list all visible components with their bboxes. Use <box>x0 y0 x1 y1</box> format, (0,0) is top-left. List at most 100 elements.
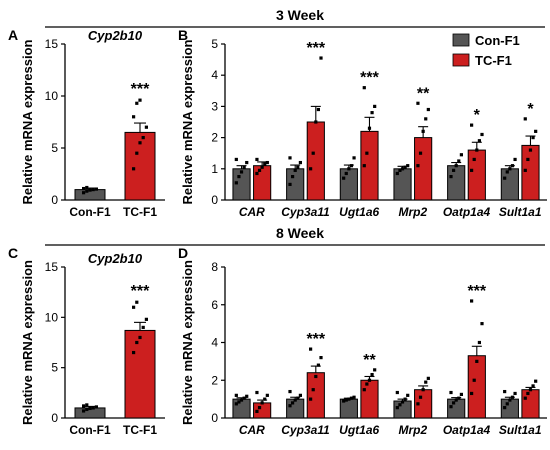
point-oatp1a4-con-f1-1 <box>451 401 456 405</box>
point-sult1a1-tc-f1-2 <box>528 148 533 152</box>
point-cyp3a11-con-f1-1 <box>290 175 295 179</box>
x-tick-label-oatp1a4: Oatp1a4 <box>443 205 491 219</box>
y-tick-label-0: 0 <box>51 411 58 425</box>
point-cyp3a11-tc-f1-3 <box>316 107 321 112</box>
significance-ugt1a6: ** <box>363 352 376 369</box>
point-car-con-f1-1 <box>237 400 241 404</box>
x-tick-label-tc-f1: TC-F1 <box>123 205 157 219</box>
point-ugt1a6-tc-f1-2 <box>367 126 372 130</box>
point-car-con-f1-0 <box>234 402 238 406</box>
y-tick-label-6: 6 <box>211 298 218 312</box>
y-tick-label-10: 10 <box>45 310 59 324</box>
point-sult1a1-tc-f1-1 <box>526 157 530 162</box>
y-tick-label-4: 4 <box>211 336 218 350</box>
point-mrp2-tc-f1-3 <box>424 380 428 384</box>
x-tick-label-cyp3a11: Cyp3a11 <box>281 205 330 219</box>
y-tick-label-3: 3 <box>211 99 218 113</box>
point-oatp1a4-con-f1-3 <box>457 396 461 400</box>
point-ugt1a6-con-f1-3 <box>349 396 354 400</box>
point-ugt1a6-tc-f1-5 <box>362 86 366 90</box>
point-mrp2-tc-f1-4 <box>426 376 430 380</box>
point-con-f1-3 <box>91 188 95 192</box>
point-car-tc-f1-5 <box>255 157 259 162</box>
point-sult1a1-con-f1-3 <box>510 395 515 399</box>
point-cyp3a11-con-f1-0 <box>288 404 292 408</box>
point-mrp2-con-f1-4 <box>406 393 410 397</box>
point-car-tc-f1-3 <box>263 397 267 401</box>
panel-c-chart: 0 5 10 15 Relative mRNA expression Cyp2b10 Con… <box>20 251 165 437</box>
point-ugt1a6-con-f1-2 <box>347 397 351 401</box>
bar-ugt1a6-tc-f1 <box>360 379 379 419</box>
point-car-con-f1-2 <box>239 170 244 174</box>
x-tick-label-mrp2: Mrp2 <box>398 423 427 437</box>
point-sult1a1-tc-f1-4 <box>534 379 538 383</box>
point-mrp2-tc-f1-0 <box>416 164 420 168</box>
point-car-tc-f1-2 <box>260 401 264 405</box>
point-car-tc-f1-5 <box>255 390 259 395</box>
point-tc-f1-6 <box>135 101 139 105</box>
point-sult1a1-con-f1-0 <box>503 406 507 410</box>
point-sult1a1-con-f1-5 <box>503 389 507 394</box>
point-sult1a1-con-f1-1 <box>505 170 509 174</box>
point-car-tc-f1-2 <box>260 165 264 169</box>
header-3-week: 3 Week <box>276 7 324 23</box>
panel-label-a: A <box>8 27 18 43</box>
x-tick-label-car: CAR <box>239 205 265 219</box>
point-cyp3a11-tc-f1-4 <box>319 56 323 60</box>
y-tick-label-2: 2 <box>211 131 218 145</box>
x-tick-label-con-f1: Con-F1 <box>69 205 111 219</box>
point-cyp3a11-tc-f1-3 <box>316 363 321 367</box>
point-ugt1a6-con-f1-1 <box>344 171 348 176</box>
point-car-tc-f1-1 <box>257 168 262 172</box>
point-ugt1a6-tc-f1-1 <box>365 151 369 155</box>
point-oatp1a4-con-f1-2 <box>454 398 458 402</box>
point-ugt1a6-tc-f1-4 <box>373 368 377 372</box>
significance-sult1a1: * <box>527 101 534 118</box>
point-mrp2-tc-f1-3 <box>424 117 428 121</box>
point-ugt1a6-tc-f1-2 <box>367 378 372 382</box>
bar-sult1a1-con-f1 <box>500 168 519 201</box>
bar-tc-f1 <box>124 329 156 419</box>
point-tc-f1-5 <box>132 305 136 309</box>
point-car-con-f1-5 <box>234 393 238 397</box>
point-sult1a1-con-f1-2 <box>508 167 512 171</box>
point-ugt1a6-tc-f1-0 <box>362 164 366 168</box>
point-cyp3a11-tc-f1-1 <box>311 388 315 392</box>
y-tick-label-0: 0 <box>211 193 218 207</box>
point-oatp1a4-tc-f1-3 <box>477 340 482 345</box>
point-ugt1a6-con-f1-4 <box>352 156 356 160</box>
point-con-f1-5 <box>82 404 86 408</box>
x-tick-label-car: CAR <box>239 423 265 437</box>
point-ugt1a6-con-f1-3 <box>349 164 354 168</box>
point-sult1a1-tc-f1-3 <box>531 136 535 140</box>
point-mrp2-tc-f1-2 <box>421 388 425 392</box>
point-sult1a1-con-f1-3 <box>510 164 515 168</box>
header-8-week: 8 Week <box>276 225 324 241</box>
bar-oatp1a4-tc-f1 <box>467 149 486 201</box>
point-mrp2-con-f1-1 <box>398 403 402 407</box>
y-axis-label: Relative mRNA expression <box>180 260 195 425</box>
y-tick-label-0: 0 <box>51 193 58 207</box>
point-tc-f1-0 <box>132 167 136 171</box>
panel-b-chart: 0 1 2 3 4 5 Relative mRNA expression CAR Cyp3a11… <box>180 37 547 219</box>
point-oatp1a4-tc-f1-3 <box>477 139 482 143</box>
y-axis-label: Relative mRNA expression <box>20 260 35 425</box>
y-tick-label-5: 5 <box>51 361 58 375</box>
x-tick-label-sult1a1: Sult1a1 <box>499 423 542 437</box>
point-oatp1a4-tc-f1-4 <box>480 322 484 326</box>
x-tick-label-con-f1: Con-F1 <box>69 423 111 437</box>
y-tick-label-1: 1 <box>211 162 218 176</box>
bar-mrp2-con-f1 <box>393 400 412 419</box>
y-tick-label-4: 4 <box>211 68 218 82</box>
point-tc-f1-4 <box>144 125 148 129</box>
point-con-f1-6 <box>85 403 89 407</box>
y-tick-label-15: 15 <box>45 37 59 51</box>
x-tick-label-sult1a1: Sult1a1 <box>499 205 542 219</box>
point-con-f1-1 <box>85 407 89 412</box>
point-sult1a1-tc-f1-2 <box>528 388 533 392</box>
point-sult1a1-tc-f1-0 <box>523 168 527 172</box>
point-con-f1-3 <box>91 406 95 410</box>
point-cyp3a11-con-f1-2 <box>293 398 297 402</box>
bar-cyp3a11-tc-f1 <box>306 372 325 419</box>
significance-tc-f1: *** <box>131 81 150 98</box>
